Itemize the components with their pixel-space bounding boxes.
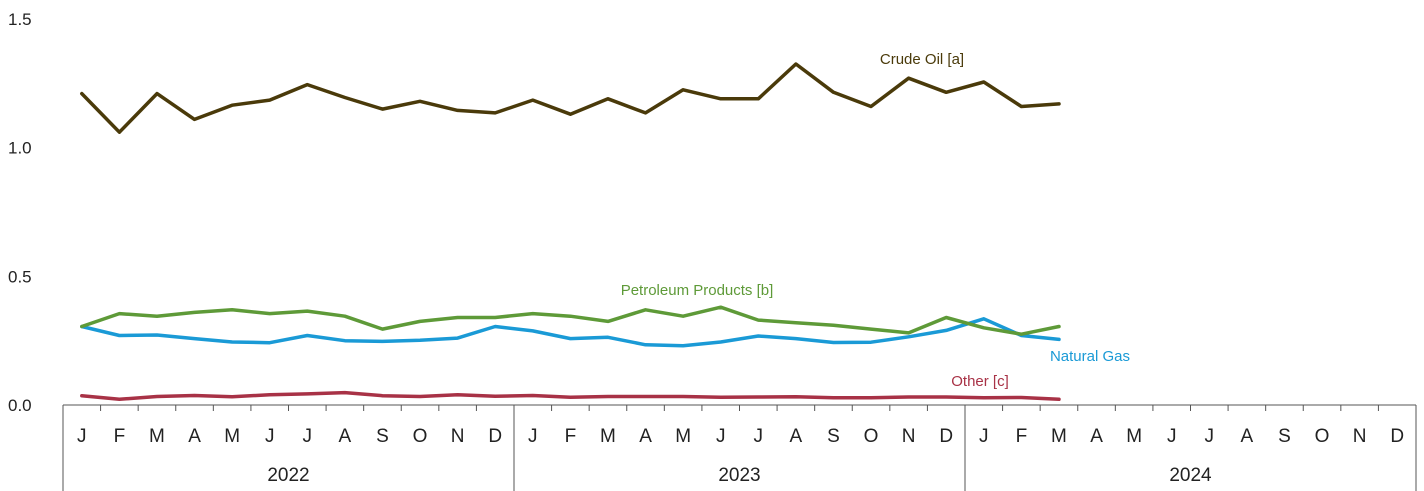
month-tick-label: J bbox=[528, 426, 538, 447]
x-axis: J F M A M J J A S O N D J F M A M J J A S O N D J F M A M J J A S O N D 2022… bbox=[62, 404, 1417, 491]
month-tick-label: F bbox=[1016, 426, 1028, 447]
month-tick-label: F bbox=[114, 426, 126, 447]
month-tick-label: M bbox=[149, 426, 165, 447]
month-tick-label: J bbox=[77, 426, 87, 447]
month-tick-label: N bbox=[902, 426, 916, 447]
month-tick-label: D bbox=[1390, 426, 1404, 447]
y-axis: 0.0 0.5 1.0 1.5 bbox=[8, 10, 32, 415]
month-tick-label: J bbox=[754, 426, 764, 447]
month-tick-label: A bbox=[1241, 426, 1254, 447]
month-tick-label: A bbox=[188, 426, 201, 447]
y-tick-label: 0.5 bbox=[8, 267, 32, 286]
month-tick-label: M bbox=[1126, 426, 1142, 447]
series-line-crude-oil bbox=[80, 62, 1061, 134]
month-tick-label: M bbox=[1051, 426, 1067, 447]
month-tick-label: D bbox=[488, 426, 502, 447]
series-label-crude-oil: Crude Oil [a] bbox=[880, 51, 964, 68]
month-tick-label: M bbox=[675, 426, 691, 447]
month-tick-label: J bbox=[1205, 426, 1215, 447]
month-tick-label: M bbox=[600, 426, 616, 447]
series-labels: Crude Oil [a] Petroleum Products [b] Natur… bbox=[621, 51, 1130, 390]
series-label-other: Other [c] bbox=[951, 373, 1009, 390]
month-tick-label: N bbox=[1353, 426, 1367, 447]
month-tick-label: S bbox=[376, 426, 389, 447]
month-tick-label: O bbox=[1315, 426, 1330, 447]
series-label-petroleum-products: Petroleum Products [b] bbox=[621, 282, 774, 299]
month-tick-label: A bbox=[639, 426, 652, 447]
month-tick-label: N bbox=[451, 426, 465, 447]
month-tick-label: J bbox=[1167, 426, 1177, 447]
y-tick-label: 1.5 bbox=[8, 10, 32, 29]
month-tick-label: J bbox=[716, 426, 726, 447]
month-tick-label: J bbox=[979, 426, 989, 447]
year-tick-label: 2022 bbox=[267, 465, 309, 486]
month-tick-label: J bbox=[303, 426, 313, 447]
series-lines bbox=[80, 62, 1061, 402]
month-tick-label: O bbox=[413, 426, 428, 447]
y-tick-label: 0.0 bbox=[8, 396, 32, 415]
month-tick-label: A bbox=[1090, 426, 1103, 447]
year-tick-label: 2024 bbox=[1169, 465, 1212, 486]
month-tick-label: D bbox=[939, 426, 953, 447]
month-tick-label: S bbox=[827, 426, 840, 447]
year-tick-label: 2023 bbox=[718, 465, 760, 486]
month-tick-label: A bbox=[339, 426, 352, 447]
month-tick-label: F bbox=[565, 426, 577, 447]
month-tick-label: A bbox=[790, 426, 803, 447]
month-tick-label: O bbox=[864, 426, 879, 447]
series-line-petroleum-products bbox=[80, 305, 1061, 336]
month-tick-label: S bbox=[1278, 426, 1291, 447]
series-line-natural-gas bbox=[80, 317, 1061, 348]
y-tick-label: 1.0 bbox=[8, 139, 32, 158]
series-label-natural-gas: Natural Gas bbox=[1050, 348, 1130, 365]
month-tick-label: J bbox=[265, 426, 275, 447]
series-line-other bbox=[80, 390, 1061, 402]
month-tick-label: M bbox=[224, 426, 240, 447]
